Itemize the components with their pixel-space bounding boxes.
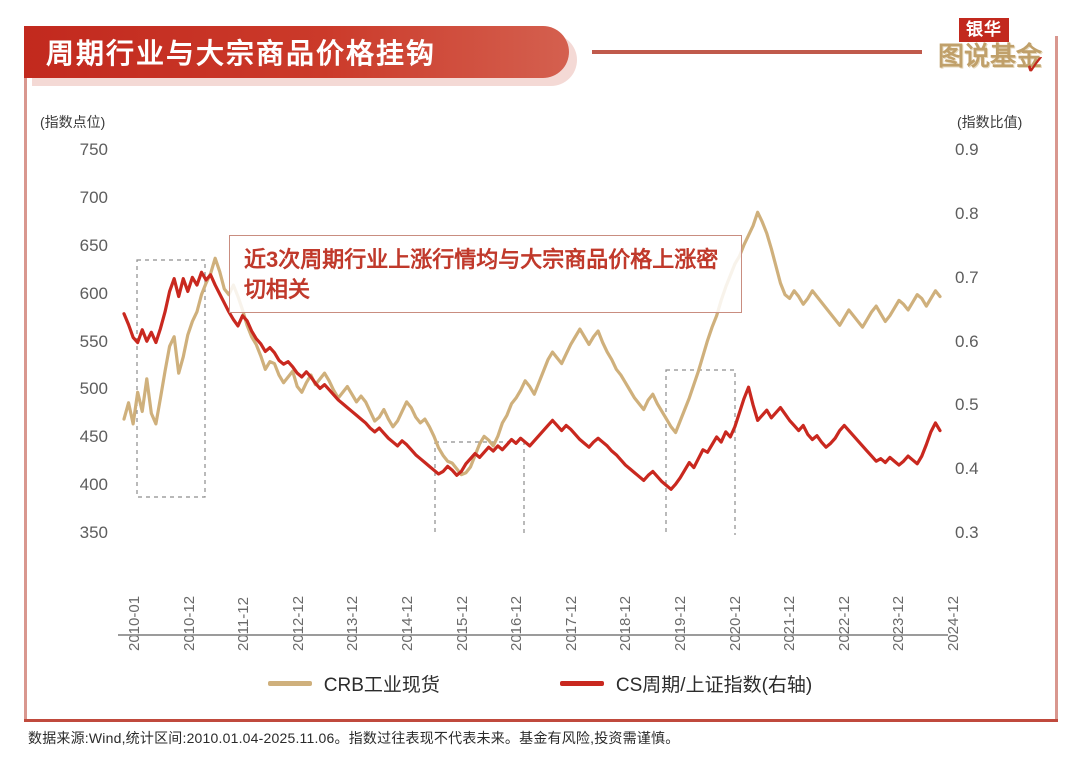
x-axis-tick: 2020-12 [726,595,744,651]
frame-right-rail [1055,36,1058,722]
frame-bottom-rule [24,719,1058,722]
y-axis-left-tick: 450 [79,427,108,447]
y-axis-left-tick: 500 [79,379,108,399]
header: 周期行业与大宗商品价格挂钩 银华 图说基金 ✓ [0,0,1080,100]
legend-item[interactable]: CRB工业现货 [267,670,440,697]
legend-item[interactable]: CS周期/上证指数(右轴) [559,670,813,697]
y-axis-left-tick: 600 [79,283,108,303]
highlight-rect [136,259,206,498]
plot-lines [122,210,942,535]
header-divider-rule [592,50,922,54]
x-axis-tick: 2012-12 [289,595,307,651]
title-banner: 周期行业与大宗商品价格挂钩 [24,26,569,78]
y-axis-left-tick: 350 [79,523,108,542]
x-axis-tick: 2011-12 [235,597,253,651]
y-axis-right-tick: 0.9 [955,140,979,159]
legend-swatch-icon [267,680,312,686]
y-axis-right-tick: 0.4 [955,459,979,479]
x-axis-tick: 2010-12 [180,595,198,651]
y-axis-right-tick: 0.5 [955,395,979,415]
chart-legend: CRB工业现货 CS周期/上证指数(右轴) [0,660,1080,706]
series-line-crb [122,210,942,477]
y-axis-right-title: (指数比值) [957,114,1023,130]
legend-label: CRB工业现货 [323,674,440,696]
page-title: 周期行业与大宗商品价格挂钩 [46,38,437,69]
legend-label: CS周期/上证指数(右轴) [615,674,813,696]
logo-badge-text: 银华 [959,18,1009,42]
y-axis-left-tick: 550 [79,331,108,351]
x-axis-tick: 2013-12 [344,595,362,651]
chart-area: (指数点位) (指数比值) 750 700 650 600 550 500 450 400 35… [0,100,1080,660]
y-axis-left-tick: 400 [79,475,108,495]
annotation-text: 近3次周期行业上涨行情均与大宗商品价格上涨密切相关 [244,247,719,303]
series-line-cs [122,270,942,491]
logo-main-text: 图说基金 [938,41,1043,71]
y-axis-left-title: (指数点位) [40,114,106,130]
y-axis-left-tick: 650 [79,235,108,255]
check-icon: ✓ [1024,50,1047,80]
x-axis-tick: 2022-12 [835,595,853,651]
x-axis-tick: 2017-12 [562,595,580,651]
y-axis-right-tick: 0.3 [955,523,979,542]
highlight-rect [665,369,736,535]
y-axis-right-tick: 0.6 [955,331,979,351]
x-axis-tick: 2024-12 [945,595,962,651]
annotation-callout: 近3次周期行业上涨行情均与大宗商品价格上涨密切相关 [229,235,742,313]
x-axis-tick: 2021-12 [781,595,799,651]
y-axis-right-tick: 0.7 [955,267,979,287]
frame-left-rail [24,36,27,722]
x-axis-tick: 2023-12 [890,595,908,651]
x-axis-tick: 2016-12 [508,595,526,651]
x-axis-tick: 2019-12 [672,595,689,651]
x-axis-tick: 2015-12 [453,595,471,651]
y-axis-right-tick: 0.8 [955,203,979,223]
x-axis-line [118,634,948,636]
x-axis-tick: 2018-12 [617,595,635,651]
brand-logo: 银华 图说基金 ✓ [938,18,1048,80]
y-axis-left-tick: 700 [79,187,108,207]
x-axis-tick: 2010-01 [126,595,143,651]
legend-swatch-icon [559,680,604,686]
footnote-source: 数据来源:Wind,统计区间:2010.01.04-2025.11.06。指数过… [28,730,680,746]
y-axis-left-tick: 750 [79,140,108,159]
x-axis-tick: 2014-12 [399,595,416,651]
